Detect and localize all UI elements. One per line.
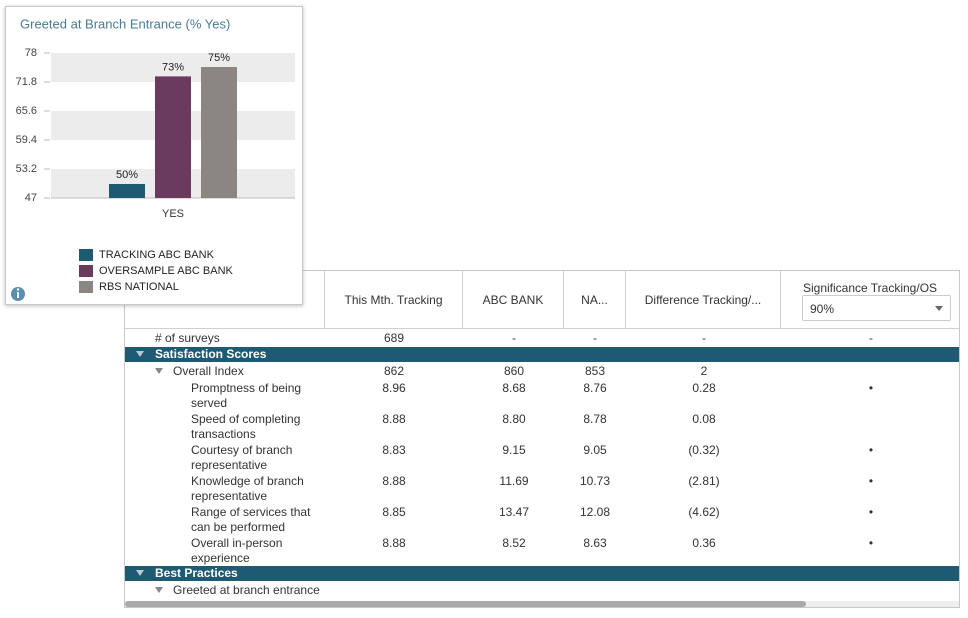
row-label: Speed of completing transactions [191,412,301,441]
section-title: Best Practices [155,566,238,580]
cell-value: - [869,331,873,345]
row-label: Courtesy of branch representative [191,443,293,472]
cell-value: 0.08 [692,412,716,426]
cell-value: 862 [383,364,405,378]
cell-value: (0.32) [688,443,720,457]
row-label: # of surveys [155,331,220,345]
cell-value: • [868,381,874,395]
legend-swatch [79,265,93,277]
cell-value: • [868,474,874,488]
legend-label: TRACKING ABC BANK [99,249,215,261]
section-bar [125,347,959,362]
row-label: Greeted at branch entrance [173,583,320,597]
column-header: ABC BANK [463,271,564,329]
expand-toggle[interactable] [136,570,144,576]
cell-value: - [512,331,516,345]
y-tick-label: 78 [25,47,37,59]
cell-value: 853 [584,364,606,378]
cell-value: (4.62) [688,505,720,519]
cell-value: 8.96 [382,381,406,395]
column-header: Significance Tracking/OS [781,271,959,329]
column-header: This Mth. Tracking [325,271,463,329]
bar [201,67,237,198]
row-label: Overall in-person experience [191,536,283,565]
row-label: Promptness of being served [191,381,302,410]
info-icon-dot [16,288,20,291]
cell-value: 860 [503,364,525,378]
cell-value: 2 [700,364,708,378]
cell-value: 689 [383,331,405,345]
cell-value: (2.81) [688,474,720,488]
chart: Greeted at Branch Entrance (% Yes) 47 53.… [11,16,295,301]
value-label: 73% [162,61,184,73]
expand-toggle[interactable] [155,368,163,374]
cell-value: 12.08 [579,505,611,519]
y-tick-label: 47 [25,192,37,204]
cell-value: • [868,536,874,550]
cell-value: 8.52 [502,536,526,550]
cell-value: 9.15 [502,443,526,457]
cell-value: 13.47 [498,505,530,519]
data-table: This Mth. Tracking ABC BANK NA... Differenc… [124,270,960,608]
cell-value: 8.85 [382,505,406,519]
legend-swatch [79,281,93,293]
expand-toggle[interactable] [136,351,144,357]
bar [109,183,145,198]
cell-value: • [868,505,874,519]
legend-label: OVERSAMPLE ABC BANK [99,265,234,277]
cell-value: 8.83 [382,443,406,457]
row-label: Overall Index [173,364,244,378]
y-tick-label: 71.8 [16,76,37,88]
info-icon-bar [17,292,19,298]
cell-value: • [868,443,874,457]
cell-value: 10.73 [579,474,611,488]
y-tick-label: 53.2 [16,163,37,175]
cell-value: 8.68 [502,381,526,395]
legend-label: RBS NATIONAL [99,281,179,293]
y-tick-label: 65.6 [16,105,37,117]
bar [155,76,191,198]
x-tick-label: YES [162,208,184,220]
header-cell [125,271,325,329]
section-bar [125,566,959,581]
chart-popup: Greeted at Branch Entrance (% Yes) 47 53.… [5,6,303,305]
legend-swatch [79,249,93,261]
value-label: 75% [208,52,230,64]
column-header: Difference Tracking/... [626,271,781,329]
chart-title: Greeted at Branch Entrance (% Yes) [20,16,230,31]
cell-value: 11.69 [499,474,529,488]
section-title: Satisfaction Scores [155,347,267,361]
column-header: NA... [564,271,626,329]
dropdown-arrow [935,306,943,311]
cell-value: 8.76 [583,381,607,395]
cell-value: - [702,331,706,345]
value-label: 50% [116,169,138,181]
row-label: Range of services that can be performed [191,505,311,534]
cell-value: 8.88 [382,474,406,488]
cell-value: 8.63 [583,536,607,550]
row-label: Knowledge of branch representative [191,474,304,503]
expand-toggle[interactable] [155,587,163,593]
cell-value: 0.28 [692,381,716,395]
cell-value: 8.78 [583,412,607,426]
dropdown[interactable]: 90% [802,295,951,321]
cell-value: - [593,331,597,345]
scrollbar-thumb[interactable] [125,601,806,607]
cell-value: 8.80 [502,412,526,426]
y-tick-label: 59.4 [16,134,37,146]
cell-value: 8.88 [382,536,406,550]
cell-value: 0.36 [692,536,716,550]
cell-value: 9.05 [583,443,607,457]
cell-value: 8.88 [382,412,406,426]
